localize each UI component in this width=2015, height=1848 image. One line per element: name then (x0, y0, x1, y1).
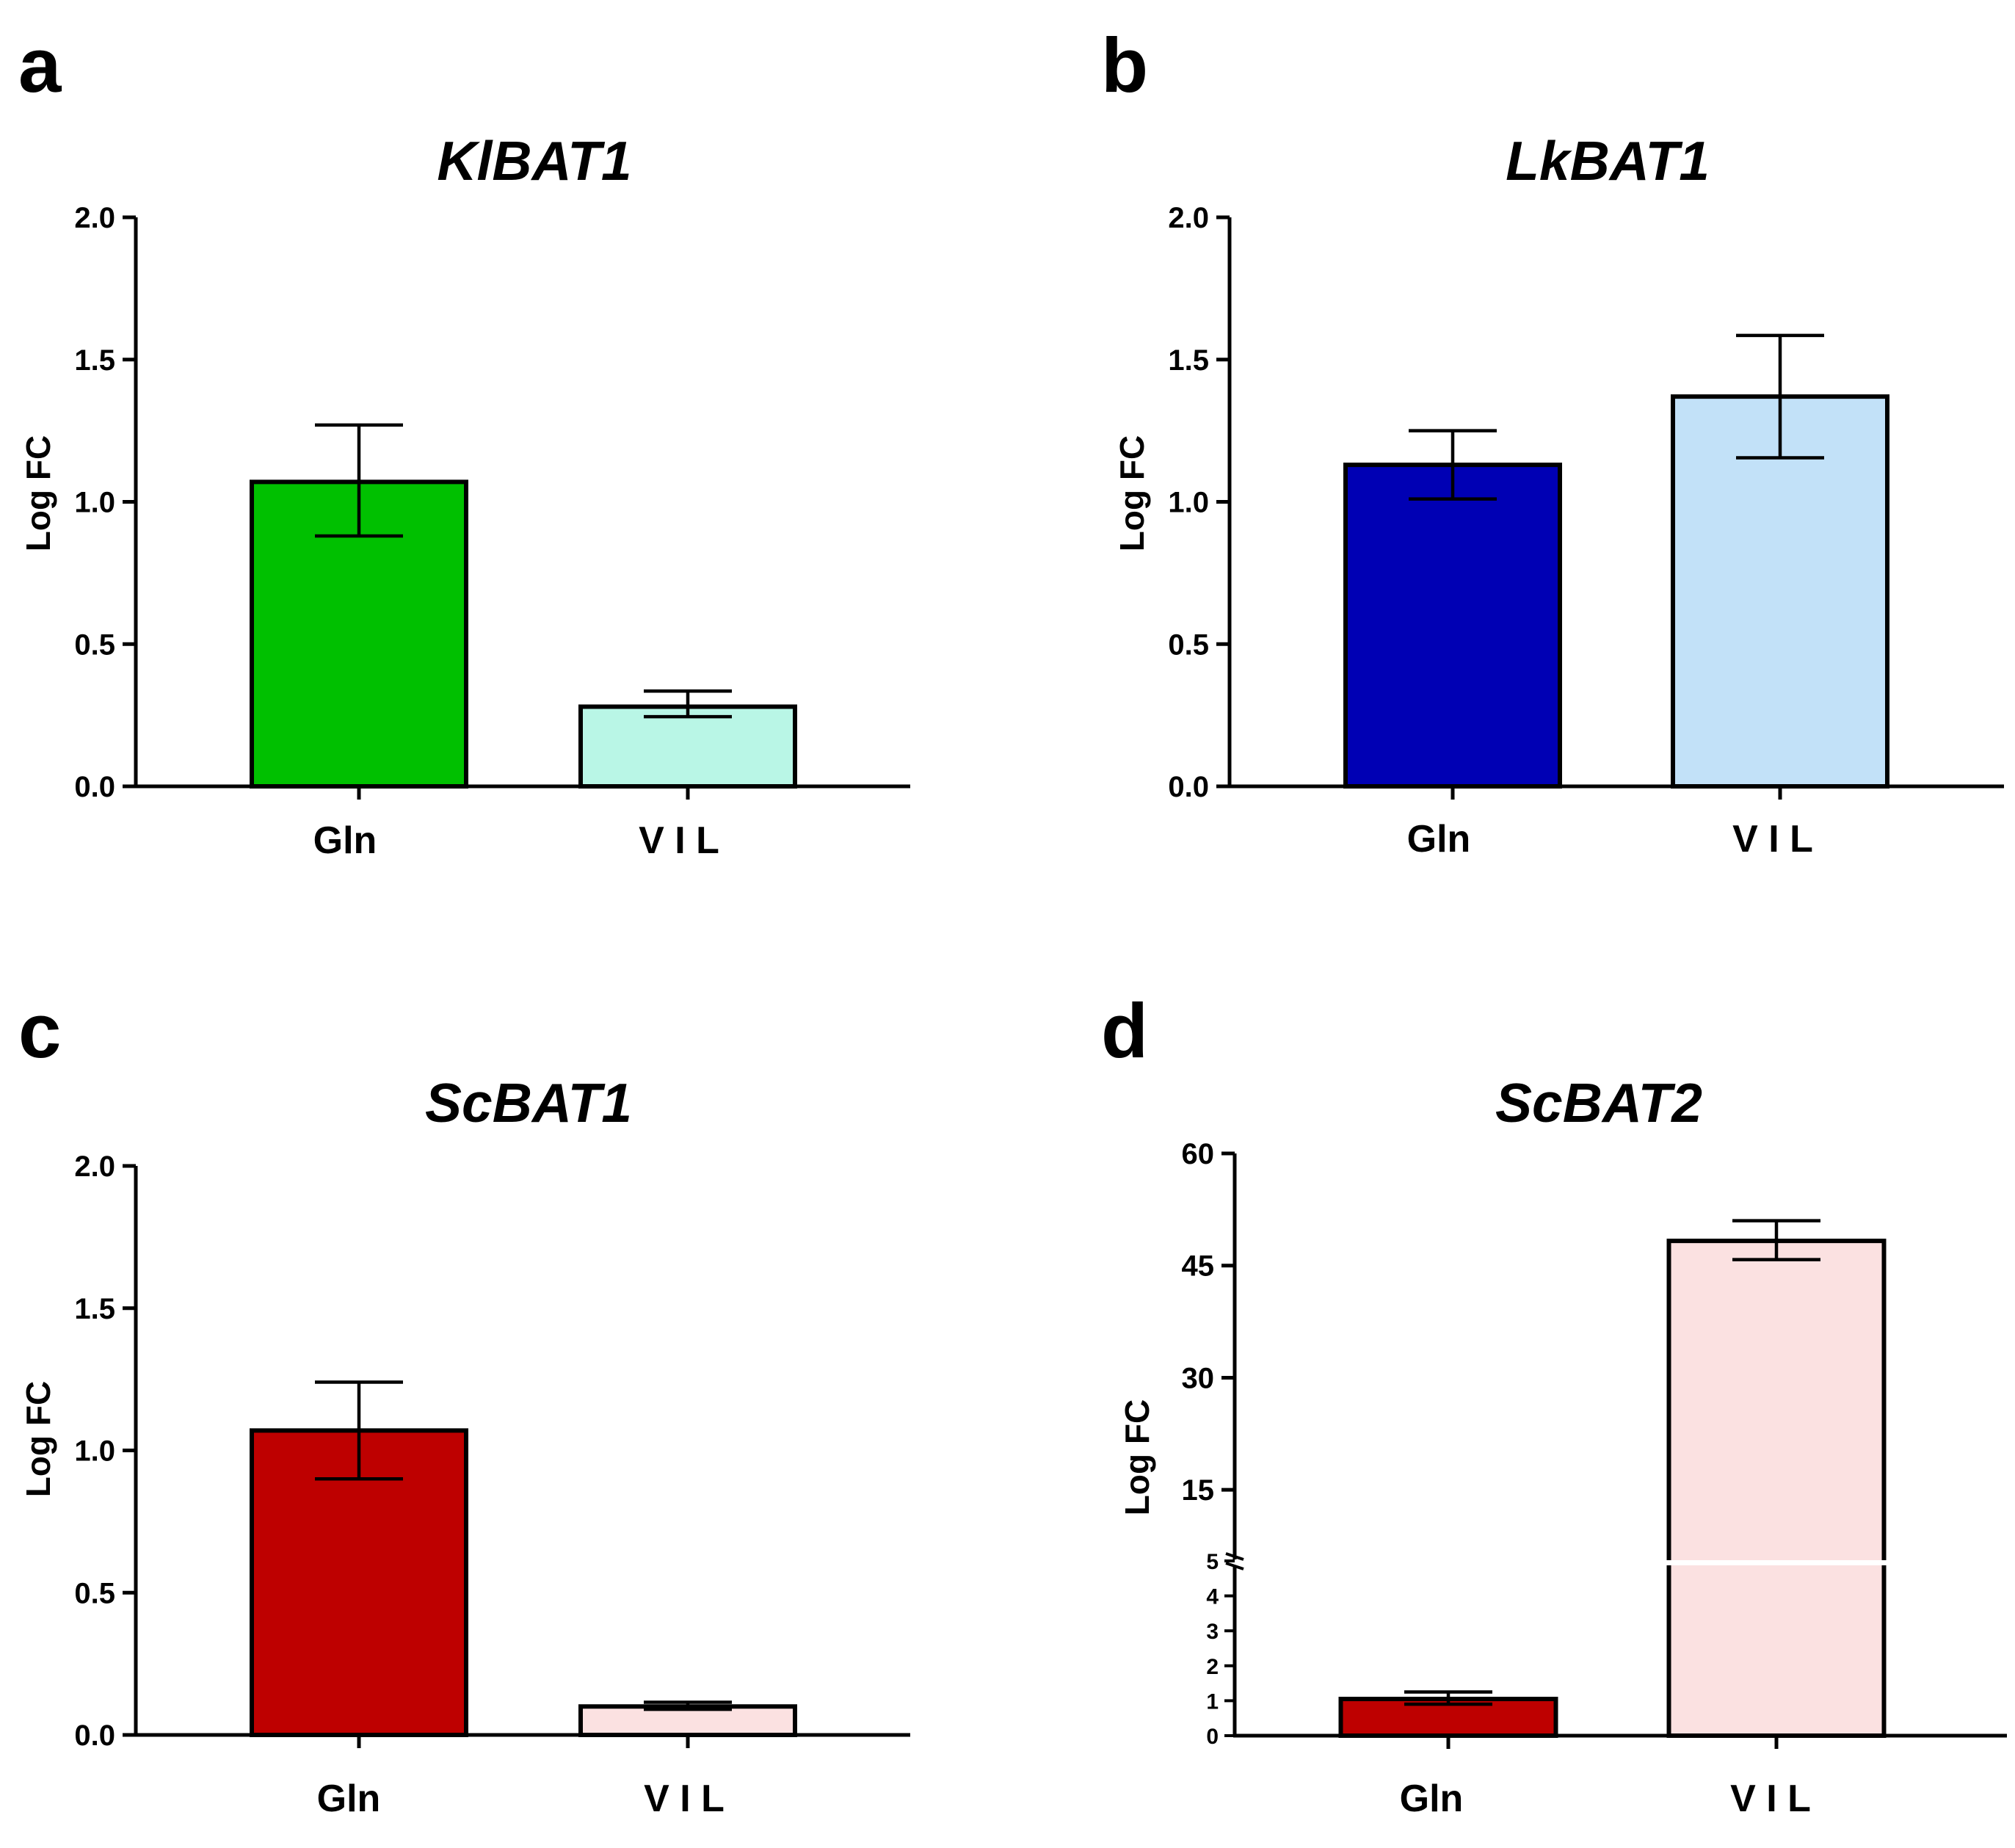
panel-c-y-axis-title: Log FC (19, 1381, 57, 1497)
panel-b-y-axis-title: Log FC (1113, 435, 1151, 551)
panel-letter-d: d (1101, 988, 1148, 1074)
panel-a-y-axis-title: Log FC (19, 435, 57, 551)
y-tick-label: 1.0 (74, 487, 115, 519)
y-tick-label: 0.0 (74, 771, 115, 803)
panel-d-category-label: Gln (1400, 1778, 1464, 1820)
panel-c: c ScBAT1 Log FC 0.0 0.5 1.0 1.5 2.0 Gln V I … (18, 988, 910, 1820)
panel-c-category-label: Gln (317, 1778, 381, 1820)
y-tick-label: 0.0 (1168, 771, 1209, 803)
y-tick-label: 2.0 (74, 1151, 115, 1183)
panel-letter-a: a (18, 23, 62, 109)
panel-a: a KlBAT1 Log FC 0.0 0.5 1.0 1.5 2.0 Gln V I … (18, 23, 910, 862)
y-tick-label: 0.5 (74, 628, 115, 661)
y-tick-label: 4 (1206, 1585, 1219, 1609)
y-tick-label: 60 (1182, 1138, 1215, 1170)
bar-break-gap (1665, 1560, 1888, 1565)
panel-a-category-label: V I L (639, 819, 719, 862)
panel-b: b LkBAT1 Log FC 0.0 0.5 1.0 1.5 2.0 Gln V I … (1101, 23, 2004, 860)
y-tick-label: 1.0 (74, 1435, 115, 1468)
y-tick-label: 1 (1206, 1689, 1219, 1714)
panel-a-category-label: Gln (313, 819, 377, 862)
y-tick-label: 45 (1182, 1250, 1215, 1283)
panel-d-y-axis-title: Log FC (1118, 1399, 1156, 1515)
bar (578, 704, 797, 789)
bar (1343, 463, 1562, 789)
panel-d-title: ScBAT2 (1495, 1072, 1702, 1134)
y-tick-label: 2.0 (1168, 202, 1209, 234)
panel-d-axis-break-mark (1225, 1562, 1244, 1570)
panel-letter-b: b (1101, 23, 1148, 109)
panel-d-axis-break-mark (1225, 1552, 1244, 1561)
panel-b-title: LkBAT1 (1506, 130, 1710, 192)
panel-b-category-label: V I L (1732, 818, 1813, 860)
y-tick-label: 1.0 (1168, 487, 1209, 519)
panel-c-category-label: V I L (644, 1778, 725, 1820)
y-tick-label: 0.5 (74, 1577, 115, 1609)
panel-c-title: ScBAT1 (425, 1072, 632, 1134)
y-tick-label: 1.5 (74, 1293, 115, 1325)
panel-b-category-label: Gln (1407, 818, 1471, 860)
bar (250, 1428, 468, 1737)
y-tick-label: 30 (1182, 1362, 1215, 1394)
y-tick-label: 0.0 (74, 1720, 115, 1752)
y-tick-label: 0.5 (1168, 628, 1209, 661)
y-tick-label: 2.0 (74, 202, 115, 234)
panel-letter-c: c (18, 988, 61, 1074)
panel-d-category-label: V I L (1730, 1778, 1811, 1820)
y-tick-label: 3 (1206, 1620, 1219, 1644)
y-tick-label: 1.5 (1168, 344, 1209, 377)
panel-a-title: KlBAT1 (437, 130, 631, 192)
y-tick-label: 0 (1206, 1725, 1219, 1749)
bar (1666, 1239, 1887, 1739)
y-tick-label: 15 (1182, 1474, 1215, 1507)
y-tick-label: 2 (1206, 1655, 1219, 1679)
y-tick-label: 5 (1206, 1550, 1219, 1574)
y-tick-label: 1.5 (74, 344, 115, 377)
